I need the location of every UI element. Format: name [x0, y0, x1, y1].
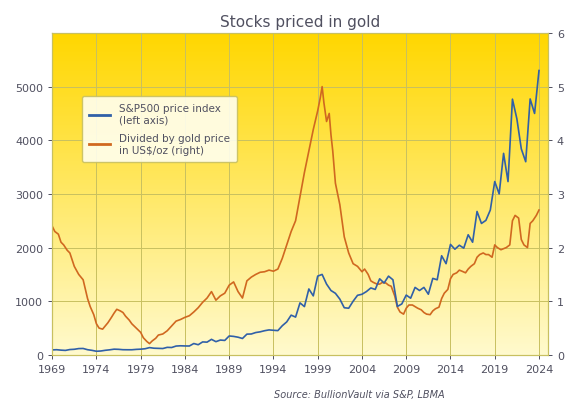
Title: Stocks priced in gold: Stocks priced in gold [220, 15, 380, 30]
Text: Source: BullionVault via S&P, LBMA: Source: BullionVault via S&P, LBMA [274, 389, 444, 399]
Legend: S&P500 price index
(left axis), Divided by gold price
in US$/oz (right): S&P500 price index (left axis), Divided … [82, 97, 237, 163]
